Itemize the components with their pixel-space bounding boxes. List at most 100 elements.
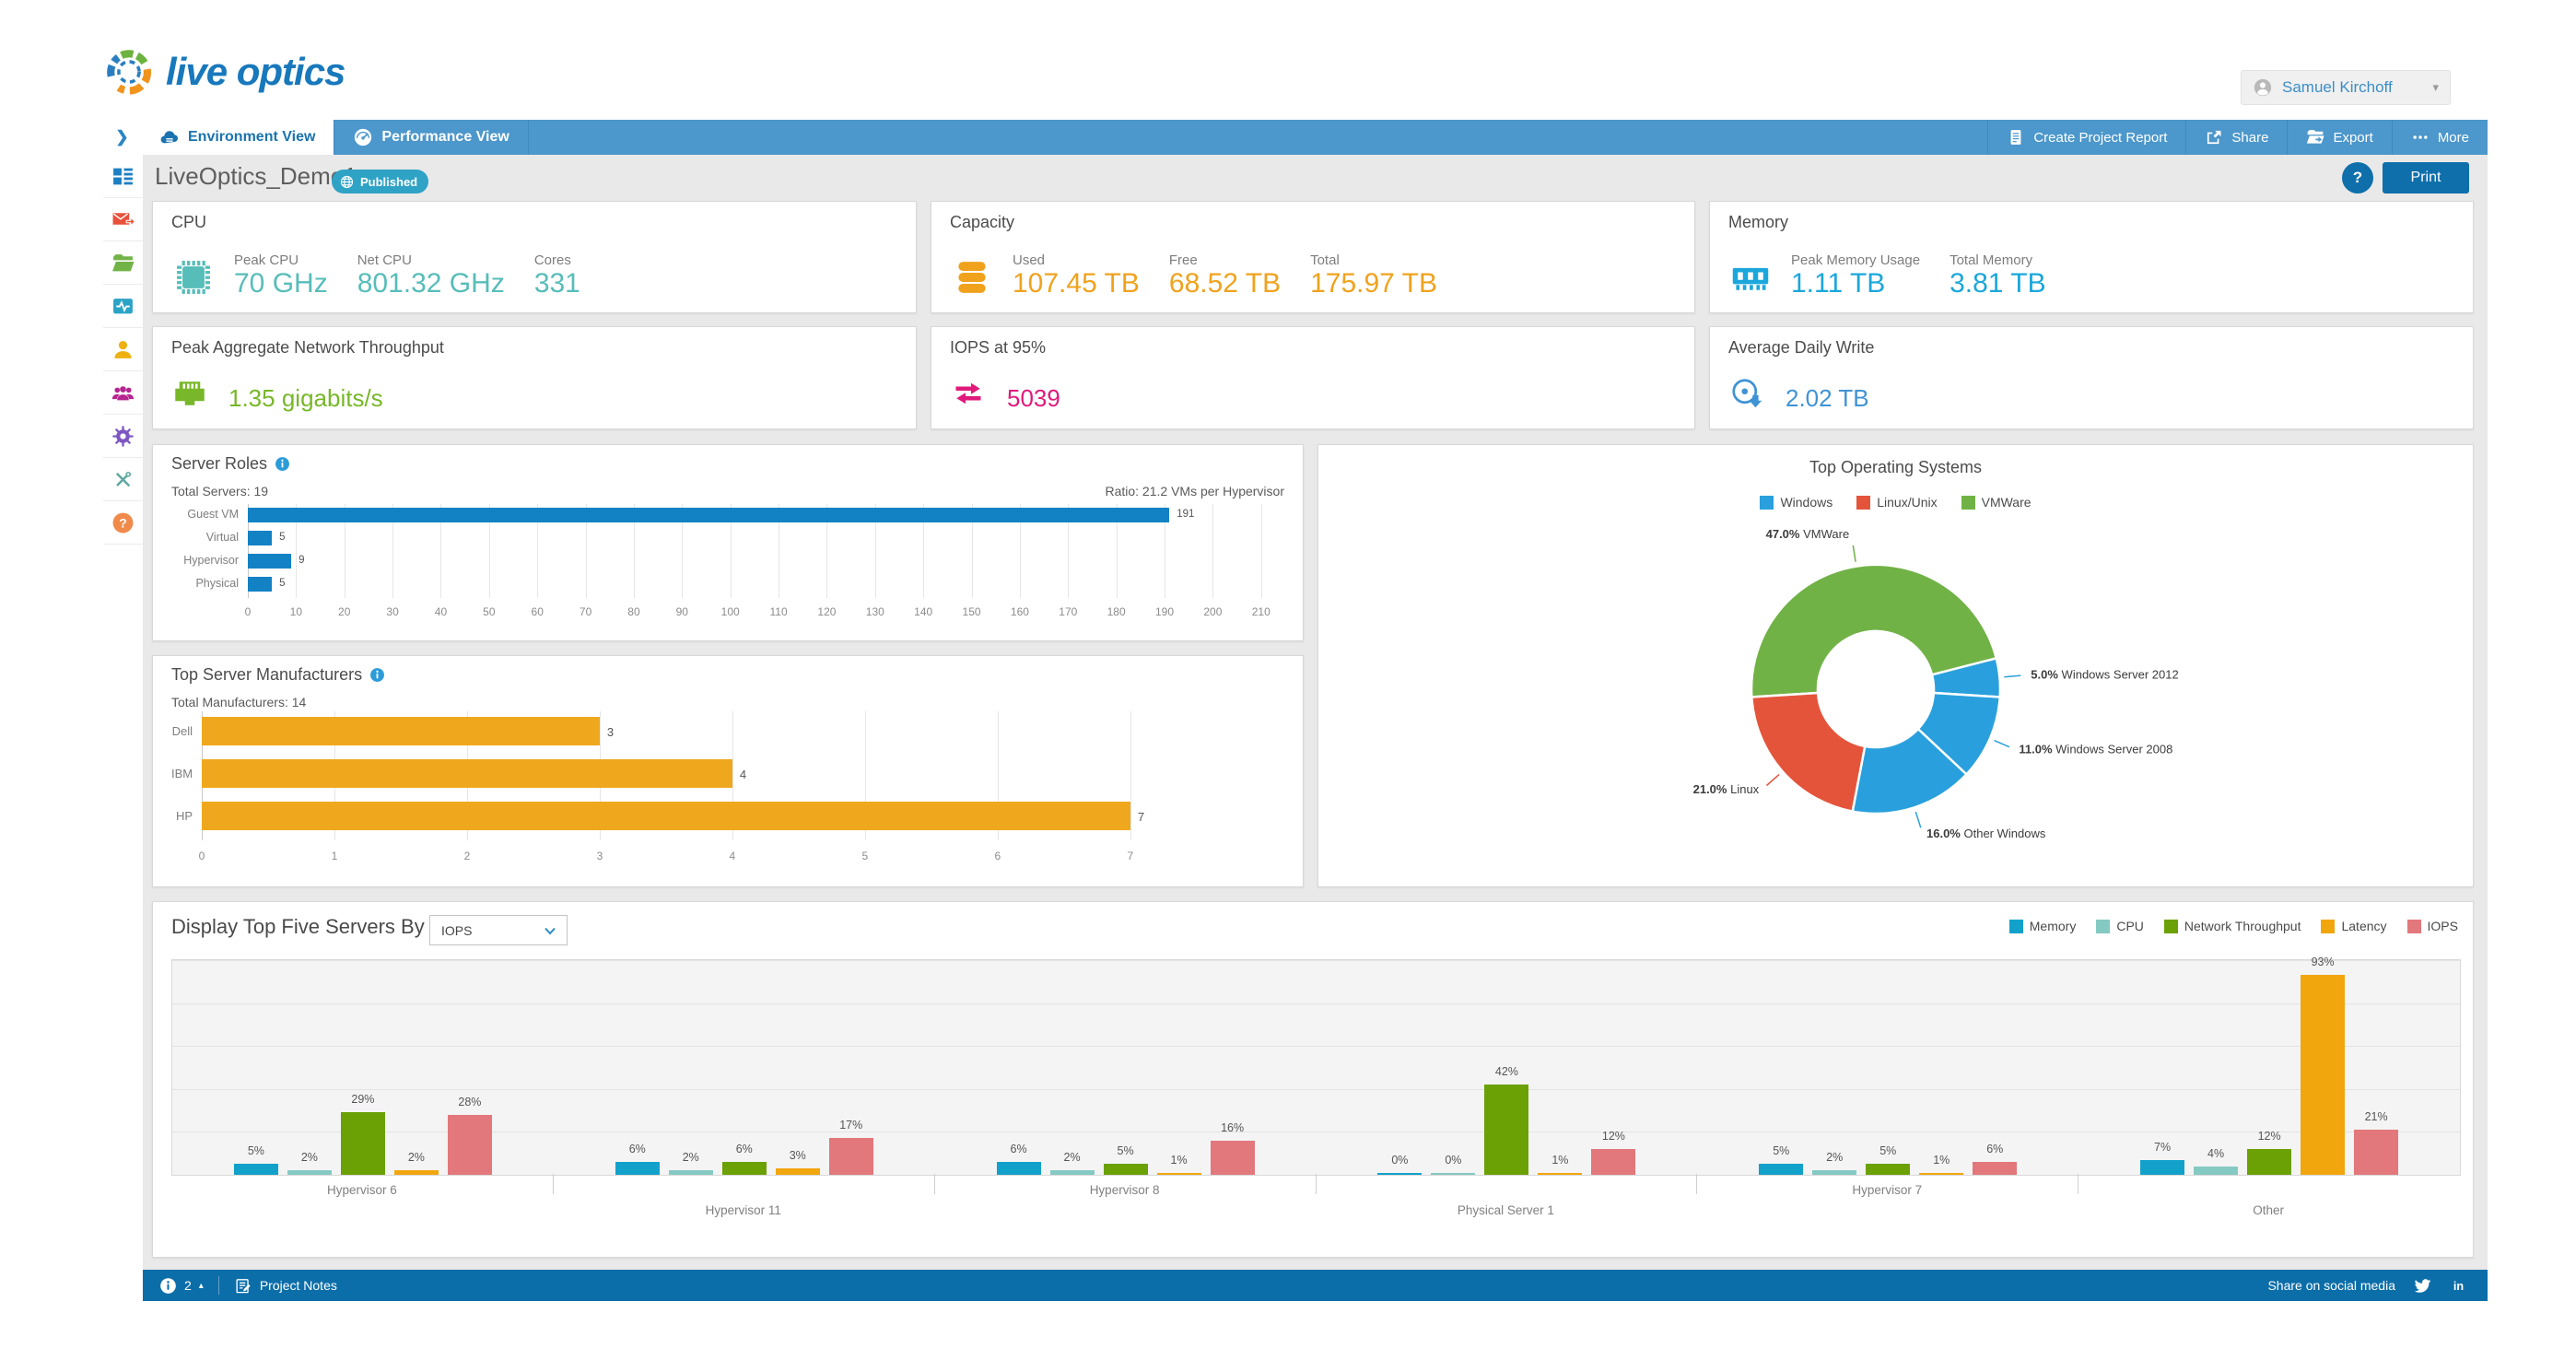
os-slice-label: 5.0% Windows Server 2012 (2031, 668, 2178, 682)
bar-value: 6% (628, 1143, 646, 1156)
grid-line (682, 504, 684, 598)
legend-label: Network Throughput (2184, 919, 2301, 933)
legend-swatch (2163, 919, 2178, 933)
footer-divider (217, 1276, 219, 1295)
print-button[interactable]: Print (2383, 162, 2469, 193)
sidebar-item-user[interactable] (103, 328, 143, 371)
legend-item-vmware: VMWare (1961, 495, 2032, 510)
sidebar-item-folder[interactable] (103, 241, 143, 285)
chart-title: Top Server Manufacturers (171, 665, 363, 684)
grid-line (1019, 504, 1021, 598)
bar-hypervisor-8-network-throughput (1103, 1164, 1148, 1175)
mail-icon (111, 208, 135, 231)
bar-other-memory (2140, 1159, 2185, 1175)
bar-hp (202, 802, 1130, 830)
bar-value: 29% (351, 1093, 375, 1107)
metric-value: 331 (533, 268, 580, 299)
more-dots-icon (2411, 128, 2430, 147)
linkedin-icon[interactable]: in (2450, 1277, 2467, 1295)
bar-hypervisor-8-memory (996, 1162, 1041, 1175)
caret-up-icon[interactable]: ▴ (198, 1280, 204, 1291)
grid-line (537, 504, 539, 598)
sidebar-collapse-button[interactable]: ❯ (103, 120, 141, 155)
tab-performance-view[interactable]: Performance View (334, 120, 529, 155)
sidebar-item-users[interactable] (103, 371, 143, 415)
info-icon[interactable] (369, 667, 385, 683)
bar-other-latency (2301, 975, 2346, 1175)
grid-line (730, 504, 732, 598)
user-menu[interactable]: Samuel Kirchoff ▾ (2241, 70, 2451, 105)
legend-label: Linux/Unix (1877, 495, 1938, 510)
x-tick-label: 130 (865, 605, 884, 618)
tab-environment-view[interactable]: Environment View (141, 120, 335, 155)
chip-icon (173, 257, 214, 298)
sort-by-dropdown[interactable]: IOPS (429, 915, 568, 945)
metric-network-0: 1.35 gigabits/s (228, 386, 383, 410)
ethernet-icon (173, 377, 206, 410)
metric-label: Net CPU (357, 252, 412, 268)
os-slice-linux[interactable] (1750, 691, 1867, 814)
info-icon[interactable] (275, 456, 290, 472)
grid-line (172, 1089, 2460, 1090)
bar-hypervisor-6-latency (393, 1170, 439, 1175)
legend-item-linux-unix: Linux/Unix (1856, 495, 1938, 510)
x-tick-label: 190 (1155, 605, 1175, 618)
logo-text: live optics (166, 50, 345, 93)
x-tick-label: 4 (729, 850, 736, 862)
grid-line (172, 1003, 2460, 1004)
bar-value: 12% (1601, 1130, 1625, 1143)
metric-value: 5039 (1007, 384, 1060, 412)
sidebar-item-dashboard[interactable] (103, 155, 143, 198)
bar-hypervisor-7-cpu (1812, 1170, 1857, 1175)
x-tick-label: 3 (596, 850, 603, 862)
grid-line (1260, 504, 1262, 598)
share-button[interactable]: Share (2185, 120, 2287, 155)
sidebar-item-activity[interactable] (103, 285, 143, 328)
create-project-report-button[interactable]: Create Project Report (1987, 120, 2185, 155)
x-tick-label: 5 (861, 850, 869, 862)
legend-item-windows: Windows (1760, 495, 1832, 510)
card-memory: Memory Peak Memory Usage 1.11 TB Total Memo… (1709, 201, 2474, 313)
legend-item-network-throughput: Network Throughput (2163, 919, 2301, 933)
info-icon[interactable] (159, 1277, 177, 1295)
bar-value: 191 (1177, 509, 1195, 520)
os-slice-label: 16.0% Other Windows (1926, 827, 2046, 840)
category-label-hypervisor-6: Hypervisor 6 (327, 1183, 397, 1197)
bar-value: 2% (300, 1151, 318, 1165)
x-tick-label: 0 (244, 605, 252, 618)
card-write: Average Daily Write 2.02 TB (1709, 326, 2474, 429)
x-tick-label: 160 (1010, 605, 1029, 618)
sync-arrows-icon (952, 377, 985, 410)
bar-value: 12% (2257, 1130, 2281, 1143)
user-icon (111, 338, 135, 361)
chart-legend: Memory CPU Network Throughput Latency IOPS (2008, 919, 2458, 933)
os-slice-label: 11.0% Windows Server 2008 (2019, 743, 2172, 756)
grid-line (392, 504, 394, 598)
top-os-card: Top Operating Systems Windows Linux/Unix V… (1317, 444, 2474, 887)
help-button[interactable]: ? (2342, 162, 2373, 193)
bar-value: 2% (682, 1151, 699, 1165)
metric-value: 3.81 TB (1950, 268, 2046, 299)
metric-value: 175.97 TB (1310, 268, 1437, 299)
project-notes-button[interactable]: Project Notes (259, 1278, 337, 1293)
notification-count: 2 (184, 1278, 192, 1293)
sidebar-item-mail[interactable] (103, 198, 143, 241)
twitter-icon[interactable] (2414, 1277, 2431, 1295)
sidebar-item-help[interactable]: ? (103, 501, 143, 545)
metric-value: 70 GHz (234, 268, 328, 299)
export-button[interactable]: Export (2287, 120, 2391, 155)
x-tick-label: 30 (386, 605, 399, 618)
chart-title: Top Operating Systems (1809, 458, 1983, 476)
bar-hypervisor-11-iops (828, 1138, 873, 1175)
bar-value: 9 (299, 555, 305, 566)
sidebar-item-tools[interactable] (103, 458, 143, 501)
bar-value: 5 (279, 532, 286, 543)
os-slice-vmware[interactable] (1750, 563, 1998, 698)
sidebar-item-gear[interactable] (103, 415, 143, 458)
metric-label: Cores (533, 252, 571, 268)
user-name: Samuel Kirchoff (2282, 78, 2393, 96)
os-slice-other-windows[interactable] (1851, 727, 1969, 815)
bar-value: 0% (1445, 1154, 1462, 1167)
more-button[interactable]: More (2391, 120, 2488, 155)
metric-capacity-free: Free 68.52 TB (1169, 252, 1281, 298)
